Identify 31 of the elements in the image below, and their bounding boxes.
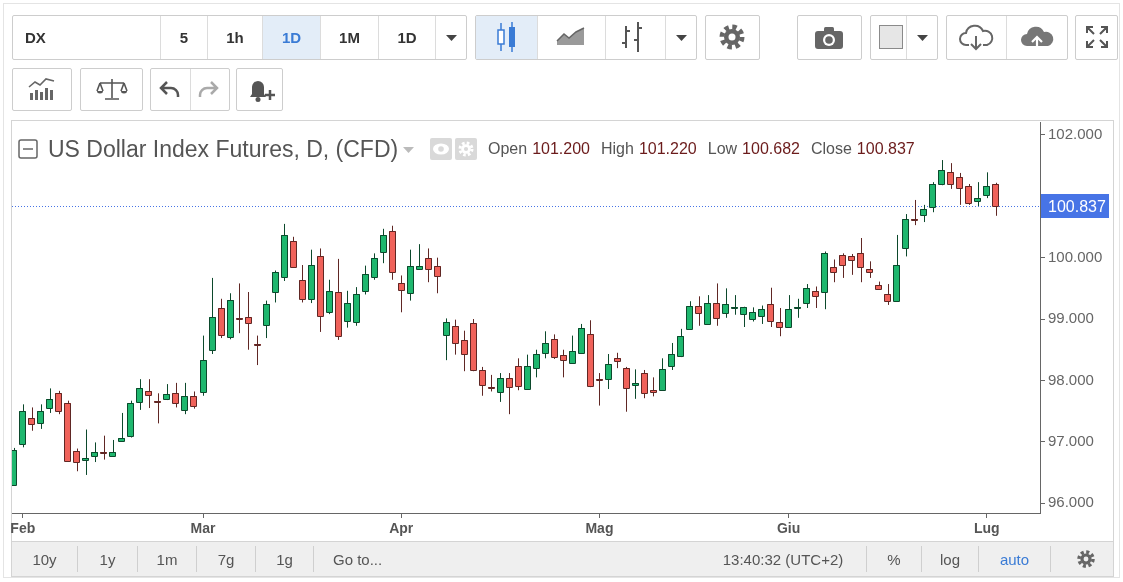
text: 10y [32, 550, 57, 568]
y-tick-label: 102.000 [1048, 125, 1103, 143]
text: auto [999, 550, 1030, 568]
text: 1g [276, 550, 293, 568]
text: 1D [397, 29, 417, 46]
y-tick-label: 96.000 [1048, 493, 1094, 511]
text: 1M [339, 29, 360, 46]
y-tick-label: 100.000 [1048, 247, 1103, 265]
text: Go to... [333, 550, 383, 568]
x-tick-label: Mar [190, 520, 216, 537]
text: 7g [217, 550, 235, 568]
text: Open 101.200 High 101.220 Low 100.682 Close 100.837 [488, 140, 915, 157]
x-tick-label: Giu [776, 520, 801, 537]
y-tick-label: 97.000 [1048, 431, 1094, 449]
text: DX [25, 29, 46, 46]
ref-line-label: 100.837 [1048, 197, 1106, 215]
text: log [939, 550, 961, 568]
x-tick-label: Mag [585, 520, 614, 537]
y-tick-label: 99.000 [1048, 309, 1094, 327]
text: % [887, 550, 901, 568]
text: 1h [226, 29, 244, 46]
text: 1m [156, 550, 178, 568]
x-tick-label: Feb [10, 520, 36, 537]
text: 1y [99, 550, 116, 568]
text: US Dollar Index Futures, D, (CFD) [48, 135, 399, 163]
x-tick-label: Lug [974, 520, 1000, 537]
text: 1D [281, 29, 302, 46]
y-tick-label: 98.000 [1048, 370, 1094, 388]
text: 5 [179, 29, 189, 46]
x-tick-label: Apr [389, 520, 414, 537]
text: 13:40:32 (UTC+2) [722, 550, 844, 568]
